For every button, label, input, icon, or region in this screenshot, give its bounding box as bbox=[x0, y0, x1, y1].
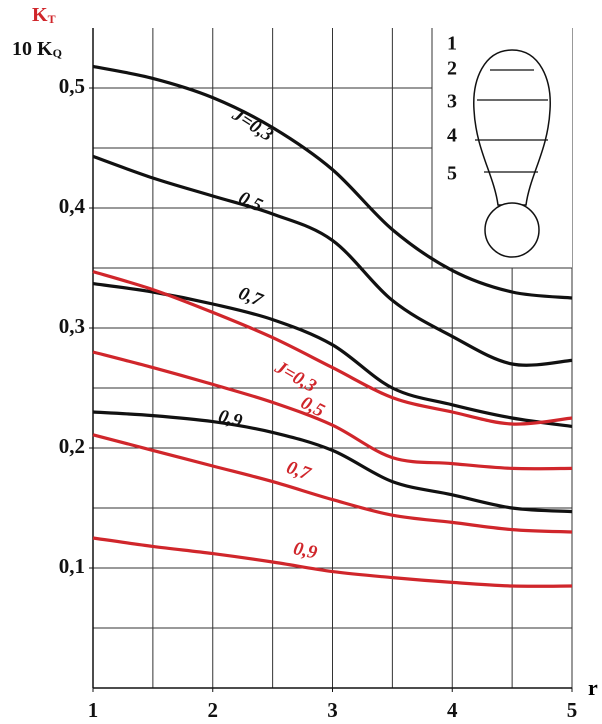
y-tick-label: 0,1 bbox=[59, 554, 85, 578]
y-label-kt: KT bbox=[32, 4, 56, 26]
curve-label: 0,5 bbox=[235, 187, 266, 216]
x-tick-label: 2 bbox=[208, 698, 219, 722]
curve-label: J=0,3 bbox=[270, 356, 320, 397]
chart: KT 10 KQ r 0,1 0,2 0,3 0,4 0,5 1 2 3 4 5 1 2 3 4 5 J=0,… bbox=[0, 0, 602, 724]
curve-label: 0,7 bbox=[284, 457, 315, 485]
x-tick-label: 5 bbox=[567, 698, 578, 722]
y-label-kq: 10 KQ bbox=[12, 38, 62, 60]
section-label: 1 bbox=[447, 33, 457, 55]
y-tick-label: 0,3 bbox=[59, 314, 85, 338]
y-tick-label: 0,4 bbox=[59, 194, 86, 218]
x-tick-label: 3 bbox=[327, 698, 338, 722]
hub bbox=[485, 203, 539, 257]
x-label: r bbox=[588, 675, 598, 700]
inset: 1 2 3 4 5 bbox=[432, 28, 572, 268]
curve-label: 0,9 bbox=[291, 538, 319, 564]
x-tick-label: 4 bbox=[447, 698, 458, 722]
x-tick-label: 1 bbox=[88, 698, 99, 722]
curve-label: J=0,3 bbox=[228, 104, 277, 146]
curve-label: 0,7 bbox=[235, 283, 266, 312]
y-tick-label: 0,5 bbox=[59, 74, 85, 98]
section-label: 5 bbox=[447, 163, 457, 185]
y-tick-label: 0,2 bbox=[59, 434, 85, 458]
section-label: 3 bbox=[447, 91, 457, 113]
curve-label: 0,9 bbox=[216, 406, 245, 433]
curve-label: 0,5 bbox=[297, 392, 328, 422]
section-label: 4 bbox=[447, 125, 457, 147]
section-label: 2 bbox=[447, 58, 457, 80]
